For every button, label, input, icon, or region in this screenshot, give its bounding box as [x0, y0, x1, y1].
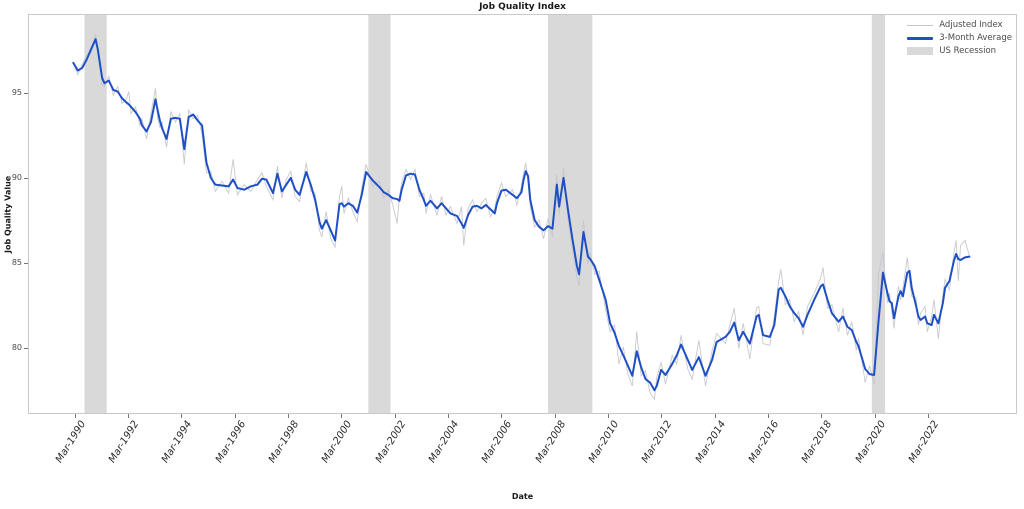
y-tick-mark: [24, 262, 28, 264]
adjusted-index-line: [72, 33, 970, 401]
x-axis-label: Date: [511, 492, 534, 501]
legend-label: US Recession: [939, 46, 997, 56]
recession-band: [84, 15, 107, 413]
y-tick-label: 80: [11, 342, 22, 352]
x-tick-mark: [181, 414, 183, 418]
x-tick-label: Mar-1998: [266, 419, 302, 466]
y-tick-mark: [24, 92, 28, 94]
chart-title: Job Quality Index: [479, 2, 566, 12]
legend-label: 3-Month Average: [939, 33, 1012, 43]
legend-item-us-recession: US Recession: [907, 46, 1012, 56]
x-tick-label: Mar-1996: [213, 419, 249, 466]
x-tick-mark: [501, 414, 503, 418]
y-axis-label: Job Quality Value: [3, 175, 13, 253]
x-tick-mark: [608, 414, 610, 418]
x-tick-label: Mar-2010: [586, 419, 622, 466]
x-tick-label: Mar-2000: [320, 419, 355, 466]
adjusted-index-line-swatch-icon: [907, 24, 934, 26]
legend-item-adjusted-index: Adjusted Index: [907, 20, 1012, 30]
us-recession-patch-swatch-icon: [907, 47, 934, 55]
x-tick-mark: [448, 414, 450, 418]
x-tick-mark: [768, 414, 770, 418]
x-tick-label: Mar-2012: [640, 419, 675, 466]
y-tick-label: 95: [11, 87, 22, 97]
legend-label: Adjusted Index: [939, 20, 1003, 30]
x-tick-mark: [661, 414, 663, 418]
x-tick-mark: [234, 414, 236, 418]
y-tick-label: 85: [11, 257, 22, 267]
plot-area: [28, 14, 1017, 414]
x-tick-label: Mar-2022: [906, 419, 942, 466]
x-tick-label: Mar-2006: [480, 419, 515, 466]
x-tick-label: Mar-1990: [53, 419, 89, 466]
recession-band: [368, 15, 391, 413]
x-tick-mark: [341, 414, 343, 418]
three-month-average-line-swatch-icon: [907, 36, 934, 40]
chart-canvas: [72, 15, 971, 413]
y-tick-label: 90: [11, 172, 22, 182]
recession-band: [871, 15, 886, 413]
x-tick-label: Mar-2004: [426, 419, 462, 466]
x-tick-mark: [74, 414, 76, 418]
legend-item-3-month-average: 3-Month Average: [907, 33, 1012, 43]
x-tick-mark: [714, 414, 716, 418]
x-tick-label: Mar-1994: [160, 419, 195, 466]
x-tick-mark: [821, 414, 823, 418]
x-tick-mark: [288, 414, 290, 418]
y-tick-mark: [24, 177, 28, 179]
x-tick-label: Mar-2008: [533, 419, 569, 466]
x-tick-label: Mar-2018: [800, 419, 835, 466]
x-tick-mark: [928, 414, 930, 418]
x-tick-label: Mar-2014: [693, 419, 729, 466]
x-tick-mark: [394, 414, 396, 418]
x-tick-label: Mar-1992: [106, 419, 142, 466]
three-month-average-line: [72, 38, 971, 392]
x-tick-mark: [554, 414, 556, 418]
legend: Adjusted Index 3-Month Average US Recess…: [907, 20, 1012, 56]
x-tick-mark: [128, 414, 129, 418]
y-tick-mark: [24, 347, 28, 349]
x-tick-mark: [874, 414, 876, 418]
x-tick-label: Mar-2002: [373, 419, 409, 466]
x-tick-label: Mar-2020: [853, 419, 889, 466]
x-tick-label: Mar-2016: [746, 419, 782, 466]
recession-band: [548, 15, 593, 413]
